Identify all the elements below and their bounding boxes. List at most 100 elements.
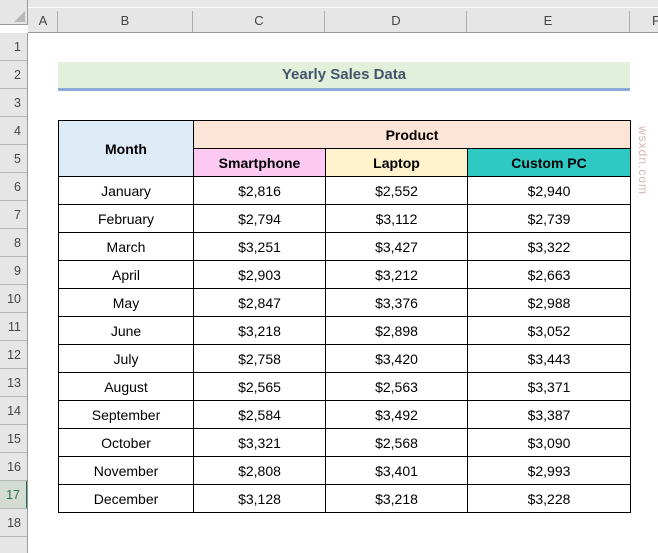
month-cell[interactable]: September xyxy=(58,400,194,429)
select-all-triangle-icon xyxy=(14,11,25,22)
laptop-value-cell[interactable]: $3,427 xyxy=(325,232,468,261)
smartphone-value-cell[interactable]: $2,903 xyxy=(193,260,326,289)
month-cell[interactable]: August xyxy=(58,372,194,401)
month-cell[interactable]: June xyxy=(58,316,194,345)
row-header-2[interactable]: 2 xyxy=(0,61,27,89)
smartphone-value-cell[interactable]: $3,321 xyxy=(193,428,326,457)
row-header-17-active[interactable]: 17 xyxy=(0,481,27,509)
row-header-5[interactable]: 5 xyxy=(0,145,27,173)
custom-pc-value-cell[interactable]: $3,228 xyxy=(466,484,632,513)
month-cell[interactable]: November xyxy=(58,456,194,485)
product-header-cell[interactable]: Product xyxy=(192,120,632,149)
laptop-value-cell[interactable]: $3,376 xyxy=(325,288,468,317)
select-all-corner[interactable] xyxy=(0,0,28,25)
column-divider[interactable] xyxy=(629,11,630,32)
custom-pc-value-cell[interactable]: $3,052 xyxy=(466,316,632,345)
smartphone-value-cell[interactable]: $3,218 xyxy=(193,316,326,345)
custom-pc-value-cell[interactable]: $2,739 xyxy=(466,204,632,233)
laptop-value-cell[interactable]: $2,898 xyxy=(325,316,468,345)
column-divider[interactable] xyxy=(192,11,193,32)
smartphone-value-cell[interactable]: $2,847 xyxy=(193,288,326,317)
laptop-value-cell[interactable]: $3,212 xyxy=(325,260,468,289)
custom-pc-value-cell[interactable]: $3,371 xyxy=(466,372,632,401)
month-cell[interactable]: December xyxy=(58,484,194,513)
table-row: November $2,808 $3,401 $2,993 xyxy=(58,456,632,485)
month-cell[interactable]: January xyxy=(58,176,194,205)
laptop-value-cell[interactable]: $2,568 xyxy=(325,428,468,457)
row-header-3[interactable]: 3 xyxy=(0,89,27,117)
row-header-14[interactable]: 14 xyxy=(0,397,27,425)
row-header-6[interactable]: 6 xyxy=(0,173,27,201)
row-header-4[interactable]: 4 xyxy=(0,117,27,145)
column-divider[interactable] xyxy=(57,11,58,32)
row-header-bar: 1 2 3 4 5 6 7 8 9 10 11 12 13 14 15 16 1… xyxy=(0,33,28,553)
table-row: April $2,903 $3,212 $2,663 xyxy=(58,260,632,289)
month-header-cell[interactable]: Month xyxy=(58,120,194,177)
column-header-d[interactable]: D xyxy=(391,13,401,28)
row-header-16[interactable]: 16 xyxy=(0,453,27,481)
smartphone-value-cell[interactable]: $2,808 xyxy=(193,456,326,485)
month-cell[interactable]: February xyxy=(58,204,194,233)
column-header-f[interactable]: F xyxy=(652,8,658,32)
smartphone-header-cell[interactable]: Smartphone xyxy=(193,148,326,177)
custom-pc-value-cell[interactable]: $3,387 xyxy=(466,400,632,429)
custom-pc-value-cell[interactable]: $2,940 xyxy=(466,176,632,205)
ribbon-bottom-edge xyxy=(0,0,658,8)
column-header-a[interactable]: A xyxy=(38,13,48,28)
row-header-12[interactable]: 12 xyxy=(0,341,27,369)
row-header-1[interactable]: 1 xyxy=(0,33,27,61)
smartphone-value-cell[interactable]: $2,565 xyxy=(193,372,326,401)
table-row: May $2,847 $3,376 $2,988 xyxy=(58,288,632,317)
laptop-value-cell[interactable]: $3,401 xyxy=(325,456,468,485)
custom-pc-value-cell[interactable]: $2,993 xyxy=(466,456,632,485)
smartphone-value-cell[interactable]: $2,794 xyxy=(193,204,326,233)
column-divider[interactable] xyxy=(324,11,325,32)
laptop-value-cell[interactable]: $2,563 xyxy=(325,372,468,401)
column-divider[interactable] xyxy=(466,11,467,32)
custom-pc-value-cell[interactable]: $3,322 xyxy=(466,232,632,261)
smartphone-value-cell[interactable]: $2,758 xyxy=(193,344,326,373)
laptop-value-cell[interactable]: $3,112 xyxy=(325,204,468,233)
watermark: wsxdn.com xyxy=(636,126,650,196)
laptop-value-cell[interactable]: $3,420 xyxy=(325,344,468,373)
row-header-15[interactable]: 15 xyxy=(0,425,27,453)
month-cell[interactable]: March xyxy=(58,232,194,261)
table-row: February $2,794 $3,112 $2,739 xyxy=(58,204,632,233)
smartphone-value-cell[interactable]: $2,584 xyxy=(193,400,326,429)
table-row: August $2,565 $2,563 $3,371 xyxy=(58,372,632,401)
custom-pc-value-cell[interactable]: $3,090 xyxy=(466,428,632,457)
row-header-11[interactable]: 11 xyxy=(0,313,27,341)
smartphone-value-cell[interactable]: $3,128 xyxy=(193,484,326,513)
row-header-9[interactable]: 9 xyxy=(0,257,27,285)
row-header-7[interactable]: 7 xyxy=(0,201,27,229)
table-row: October $3,321 $2,568 $3,090 xyxy=(58,428,632,457)
month-cell[interactable]: July xyxy=(58,344,194,373)
row-header-8[interactable]: 8 xyxy=(0,229,27,257)
table-row: June $3,218 $2,898 $3,052 xyxy=(58,316,632,345)
column-header-b[interactable]: B xyxy=(120,13,130,28)
month-cell[interactable]: May xyxy=(58,288,194,317)
laptop-value-cell[interactable]: $2,552 xyxy=(325,176,468,205)
column-header-e[interactable]: E xyxy=(543,13,553,28)
custom-pc-value-cell[interactable]: $2,663 xyxy=(466,260,632,289)
laptop-header-cell[interactable]: Laptop xyxy=(325,148,468,177)
laptop-value-cell[interactable]: $3,218 xyxy=(325,484,468,513)
title-cell[interactable]: Yearly Sales Data xyxy=(58,62,630,91)
row-header-13[interactable]: 13 xyxy=(0,369,27,397)
row-header-18[interactable]: 18 xyxy=(0,509,27,537)
table-row: January $2,816 $2,552 $2,940 xyxy=(58,176,632,205)
month-cell[interactable]: April xyxy=(58,260,194,289)
smartphone-value-cell[interactable]: $2,816 xyxy=(193,176,326,205)
row-header-10[interactable]: 10 xyxy=(0,285,27,313)
table-row: December $3,128 $3,218 $3,228 xyxy=(58,484,632,513)
custom-pc-value-cell[interactable]: $3,443 xyxy=(466,344,632,373)
column-header-c[interactable]: C xyxy=(254,13,264,28)
column-header-bar: A B C D E F xyxy=(28,8,658,33)
laptop-value-cell[interactable]: $3,492 xyxy=(325,400,468,429)
month-cell[interactable]: October xyxy=(58,428,194,457)
smartphone-value-cell[interactable]: $3,251 xyxy=(193,232,326,261)
custom-pc-header-cell[interactable]: Custom PC xyxy=(466,148,632,177)
custom-pc-value-cell[interactable]: $2,988 xyxy=(466,288,632,317)
table-row: July $2,758 $3,420 $3,443 xyxy=(58,344,632,373)
